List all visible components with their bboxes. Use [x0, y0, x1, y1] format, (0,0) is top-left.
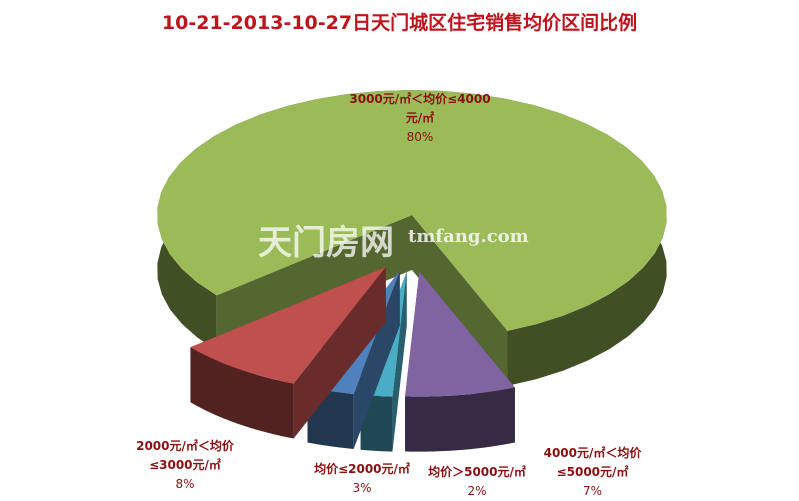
slice-label: 均价＞5000元/㎡ 2%: [428, 465, 526, 498]
pie-slice: [405, 271, 515, 397]
slice-label: 均价≤2000元/㎡ 3%: [314, 462, 410, 495]
pie-slice: [190, 266, 386, 384]
watermark-logo: 天门房网: [258, 223, 394, 263]
pie-slice: [157, 90, 667, 331]
slice-wall: [412, 215, 508, 386]
slice-label: 2000元/㎡＜均价≤3000元/㎡ 8%: [136, 439, 234, 491]
slice-side: [405, 387, 515, 452]
chart-title: 10-21-2013-10-27日天门城区住宅销售均价区间比例: [161, 12, 638, 34]
slice-label: 4000元/㎡＜均价≤5000元/㎡ 7%: [543, 446, 642, 498]
slice-side: [190, 347, 294, 439]
slice-label: 3000元/㎡＜均价≤4000元/㎡ 80%: [349, 92, 491, 144]
watermark-url: tmfang.com: [408, 226, 529, 247]
